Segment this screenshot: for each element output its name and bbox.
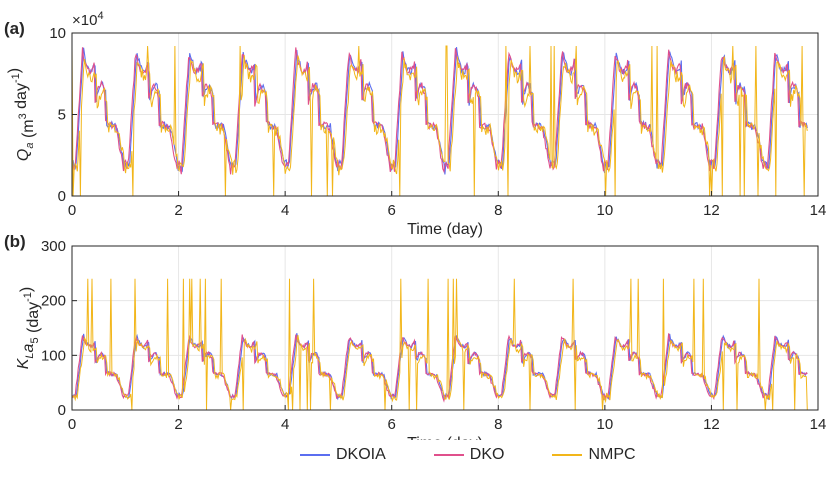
x-axis-label: Time (day) xyxy=(407,221,483,238)
y-axis-label-part: ) xyxy=(6,68,23,73)
y-axis-label-part: Q xyxy=(15,149,32,161)
legend-swatch-dkoia xyxy=(300,454,330,456)
y-tick-label: 100 xyxy=(41,347,66,364)
x-tick-label: 0 xyxy=(68,202,76,219)
y-tick-label: 200 xyxy=(41,293,66,310)
x-tick-label: 14 xyxy=(810,416,827,433)
legend-label-dko: DKO xyxy=(469,446,505,463)
y-axis-label: Qa (m3 day-1) xyxy=(6,68,37,161)
legend-item-nmpc: NMPC xyxy=(552,446,636,464)
x-tick-label: 14 xyxy=(810,202,827,219)
x-axis-label: Time (day) xyxy=(407,435,483,440)
series-line-nmpc xyxy=(71,278,808,411)
plot-frame xyxy=(71,245,819,411)
series-line-nmpc xyxy=(71,45,808,197)
series-line-dko xyxy=(71,47,808,175)
y-axis-label-part: -1 xyxy=(22,292,34,302)
y-axis-label-part: day xyxy=(13,83,30,113)
y-axis-label-part: (day xyxy=(25,302,42,338)
y-tick-label: 0 xyxy=(58,402,66,419)
y-axis-label-part: K xyxy=(15,357,32,369)
x-tick-label: 4 xyxy=(281,202,289,219)
x-tick-label: 0 xyxy=(68,416,76,433)
y-axis-label-part: a xyxy=(24,143,36,149)
panel-label: (a) xyxy=(4,19,25,38)
y-tick-label: 5 xyxy=(58,107,66,124)
x-tick-label: 10 xyxy=(597,202,614,219)
legend-item-dko: DKO xyxy=(433,446,505,464)
legend-swatch-dko xyxy=(433,454,464,456)
y-exponent-label: ×104 xyxy=(72,10,104,29)
panel-label: (b) xyxy=(4,232,26,251)
y-tick-label: 10 xyxy=(49,25,66,42)
panel-b: 0 2 4 6 8 10 12 14 0 100 200 300 Time (day) (b) KLa5 (… xyxy=(4,232,827,452)
y-axis-label-part: -1 xyxy=(10,73,22,83)
y-tick-label: 0 xyxy=(58,188,66,205)
x-tick-label: 2 xyxy=(174,416,182,433)
x-tick-label: 6 xyxy=(388,202,396,219)
y-axis-label-part: a xyxy=(20,343,37,352)
x-tick-label: 8 xyxy=(494,202,502,219)
y-axis-label-part: 5 xyxy=(29,337,41,343)
y-axis-label-part: ) xyxy=(18,287,35,292)
x-tick-label: 2 xyxy=(174,202,182,219)
legend-item-dkoia: DKOIA xyxy=(300,446,386,464)
legend-label-nmpc: NMPC xyxy=(588,446,636,463)
y-axis-label-part: (m xyxy=(20,119,37,142)
panel-a: 0 2 4 6 8 10 12 14 0 5 10 Time (day) (a) Qa (m3 day-1… xyxy=(4,10,826,238)
legend-label-dkoia: DKOIA xyxy=(336,446,386,463)
series-line-dkoia xyxy=(72,333,808,401)
x-tick-label: 12 xyxy=(703,416,720,433)
series-line-dko xyxy=(71,333,808,403)
y-tick-label: 300 xyxy=(41,238,66,255)
x-tick-label: 12 xyxy=(703,202,720,219)
legend-swatch-nmpc xyxy=(552,454,583,456)
y-axis-label-part: L xyxy=(24,352,36,358)
x-tick-label: 10 xyxy=(597,416,614,433)
x-tick-label: 8 xyxy=(494,416,502,433)
y-exponent-power: 4 xyxy=(97,10,103,22)
legend: DKOIA DKO NMPC xyxy=(300,446,636,464)
x-tick-label: 4 xyxy=(281,416,289,433)
y-axis-label-part: 3 xyxy=(17,113,29,119)
y-axis-label: KLa5 (day-1) xyxy=(15,287,42,370)
x-tick-label: 6 xyxy=(388,416,396,433)
